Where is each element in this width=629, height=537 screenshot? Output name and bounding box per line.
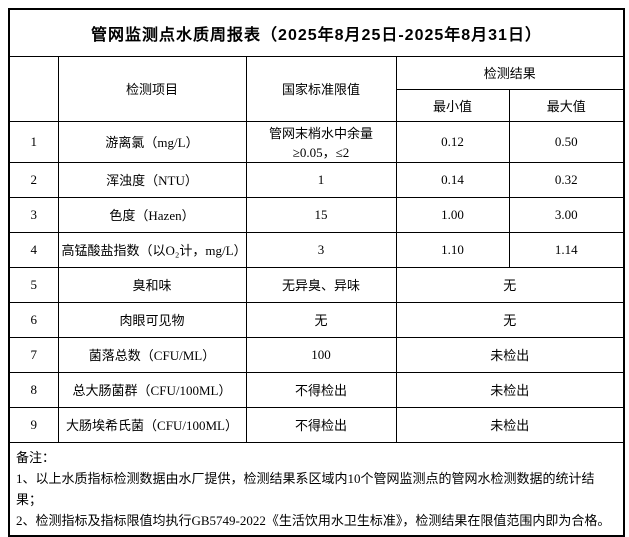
result-min-cell: 0.14 bbox=[395, 161, 510, 198]
item-name-cell: 臭和味 bbox=[57, 266, 247, 303]
item-name-cell: 高锰酸盐指数（以O₂计，mg/L） bbox=[57, 231, 247, 268]
item-header-cell: 检测项目 bbox=[57, 55, 247, 122]
table-row: 6 肉眼可见物无无 bbox=[8, 301, 625, 338]
row-number-cell: 3 bbox=[8, 196, 59, 233]
standard-limit-cell: 不得检出 bbox=[245, 406, 397, 443]
max-header-cell: 最大值 bbox=[508, 88, 625, 122]
row-number-cell: 5 bbox=[8, 266, 59, 303]
result-min-cell: 0.12 bbox=[395, 120, 510, 163]
standard-limit-cell: 无 bbox=[245, 301, 397, 338]
standard-limit-cell: 15 bbox=[245, 196, 397, 233]
item-name-cell: 色度（Hazen） bbox=[57, 196, 247, 233]
result-min-cell: 1.10 bbox=[395, 231, 510, 268]
standard-limit-cell: 管网末梢水中余量≥0.05，≤2 bbox=[245, 120, 397, 163]
table-row: 5 臭和味 无异臭、异味无 bbox=[8, 266, 625, 303]
item-name-cell: 总大肠菌群（CFU/100ML） bbox=[57, 371, 247, 408]
table-row: 7 菌落总数（CFU/ML） 100 未检出 bbox=[8, 336, 625, 373]
header-row-sub: 最小值 最大值 bbox=[9, 88, 625, 122]
table-row: 2 浑浊度（NTU） 1 0.14 0.32 bbox=[8, 161, 625, 198]
table-row: 4 高锰酸盐指数（以O₂计，mg/L） 3 1.10 1.14 bbox=[8, 231, 625, 268]
note-line: 备注： bbox=[16, 449, 56, 465]
item-name-cell: 菌落总数（CFU/ML） bbox=[57, 336, 247, 373]
row-number-cell: 4 bbox=[8, 231, 59, 268]
row-number-cell: 6 bbox=[8, 301, 59, 338]
limit-header-cell: 国家标准限值 bbox=[245, 55, 397, 122]
table-row: 9 大肠埃希氏菌（CFU/100ML） 不得检出 未检出 bbox=[8, 406, 625, 443]
notes-row: 备注： 1、以上水质指标检测数据由水厂提供，检测结果系区域内10个管网监测点的管网… bbox=[8, 441, 625, 536]
result-merged-cell: 未检出 bbox=[395, 406, 625, 443]
standard-limit-cell: 1 bbox=[245, 161, 397, 198]
row-number-cell: 9 bbox=[8, 406, 59, 443]
item-name-cell: 游离氯（mg/L） bbox=[57, 120, 247, 163]
note-line: 1、以上水质指标检测数据由水厂提供，检测结果系区域内10个管网监测点的管网水检测… bbox=[16, 470, 595, 507]
result-max-cell: 0.50 bbox=[508, 120, 625, 163]
index-header-cell bbox=[8, 55, 59, 122]
table-body: 1 游离氯（mg/L） 管网末梢水中余量≥0.05，≤2 0.12 0.50 2 浑浊度（N… bbox=[8, 120, 625, 443]
result-merged-cell: 无 bbox=[395, 301, 625, 338]
page-title: 管网监测点水质周报表（2025年8月25日-2025年8月31日） bbox=[8, 8, 625, 57]
item-name-cell: 肉眼可见物 bbox=[57, 301, 247, 338]
water-quality-table: 管网监测点水质周报表（2025年8月25日-2025年8月31日） 检测项目 国… bbox=[8, 8, 626, 537]
result-merged-cell: 无 bbox=[395, 266, 625, 303]
result-group-header-cell: 检测结果 bbox=[395, 55, 625, 90]
standard-limit-cell: 3 bbox=[245, 231, 397, 268]
standard-limit-cell: 不得检出 bbox=[245, 371, 397, 408]
notes-cell: 备注： 1、以上水质指标检测数据由水厂提供，检测结果系区域内10个管网监测点的管网… bbox=[8, 441, 625, 536]
header-row-top: 检测项目 国家标准限值 检测结果 bbox=[8, 55, 625, 122]
standard-limit-cell: 100 bbox=[245, 336, 397, 373]
min-header-cell: 最小值 bbox=[395, 88, 510, 122]
row-number-cell: 8 bbox=[8, 371, 59, 408]
item-name-cell: 浑浊度（NTU） bbox=[57, 161, 247, 198]
result-merged-cell: 未检出 bbox=[395, 336, 625, 373]
result-min-cell: 1.00 bbox=[395, 196, 510, 233]
result-max-cell: 3.00 bbox=[508, 196, 625, 233]
item-name-cell: 大肠埃希氏菌（CFU/100ML） bbox=[57, 406, 247, 443]
note-line: 2、检测指标及指标限值均执行GB5749-2022《生活饮用水卫生标准》，检测结… bbox=[16, 512, 611, 528]
table-row: 3 色度（Hazen） 15 1.00 3.00 bbox=[8, 196, 625, 233]
row-number-cell: 7 bbox=[8, 336, 59, 373]
title-row: 管网监测点水质周报表（2025年8月25日-2025年8月31日） bbox=[8, 8, 625, 57]
table-row: 1 游离氯（mg/L） 管网末梢水中余量≥0.05，≤2 0.12 0.50 bbox=[8, 120, 625, 163]
row-number-cell: 2 bbox=[8, 161, 59, 198]
standard-limit-cell: 无异臭、异味 bbox=[245, 266, 397, 303]
result-max-cell: 1.14 bbox=[508, 231, 625, 268]
table-row: 8 总大肠菌群（CFU/100ML） 不得检出 未检出 bbox=[8, 371, 625, 408]
row-number-cell: 1 bbox=[8, 120, 59, 163]
result-merged-cell: 未检出 bbox=[395, 371, 625, 408]
result-max-cell: 0.32 bbox=[508, 161, 625, 198]
